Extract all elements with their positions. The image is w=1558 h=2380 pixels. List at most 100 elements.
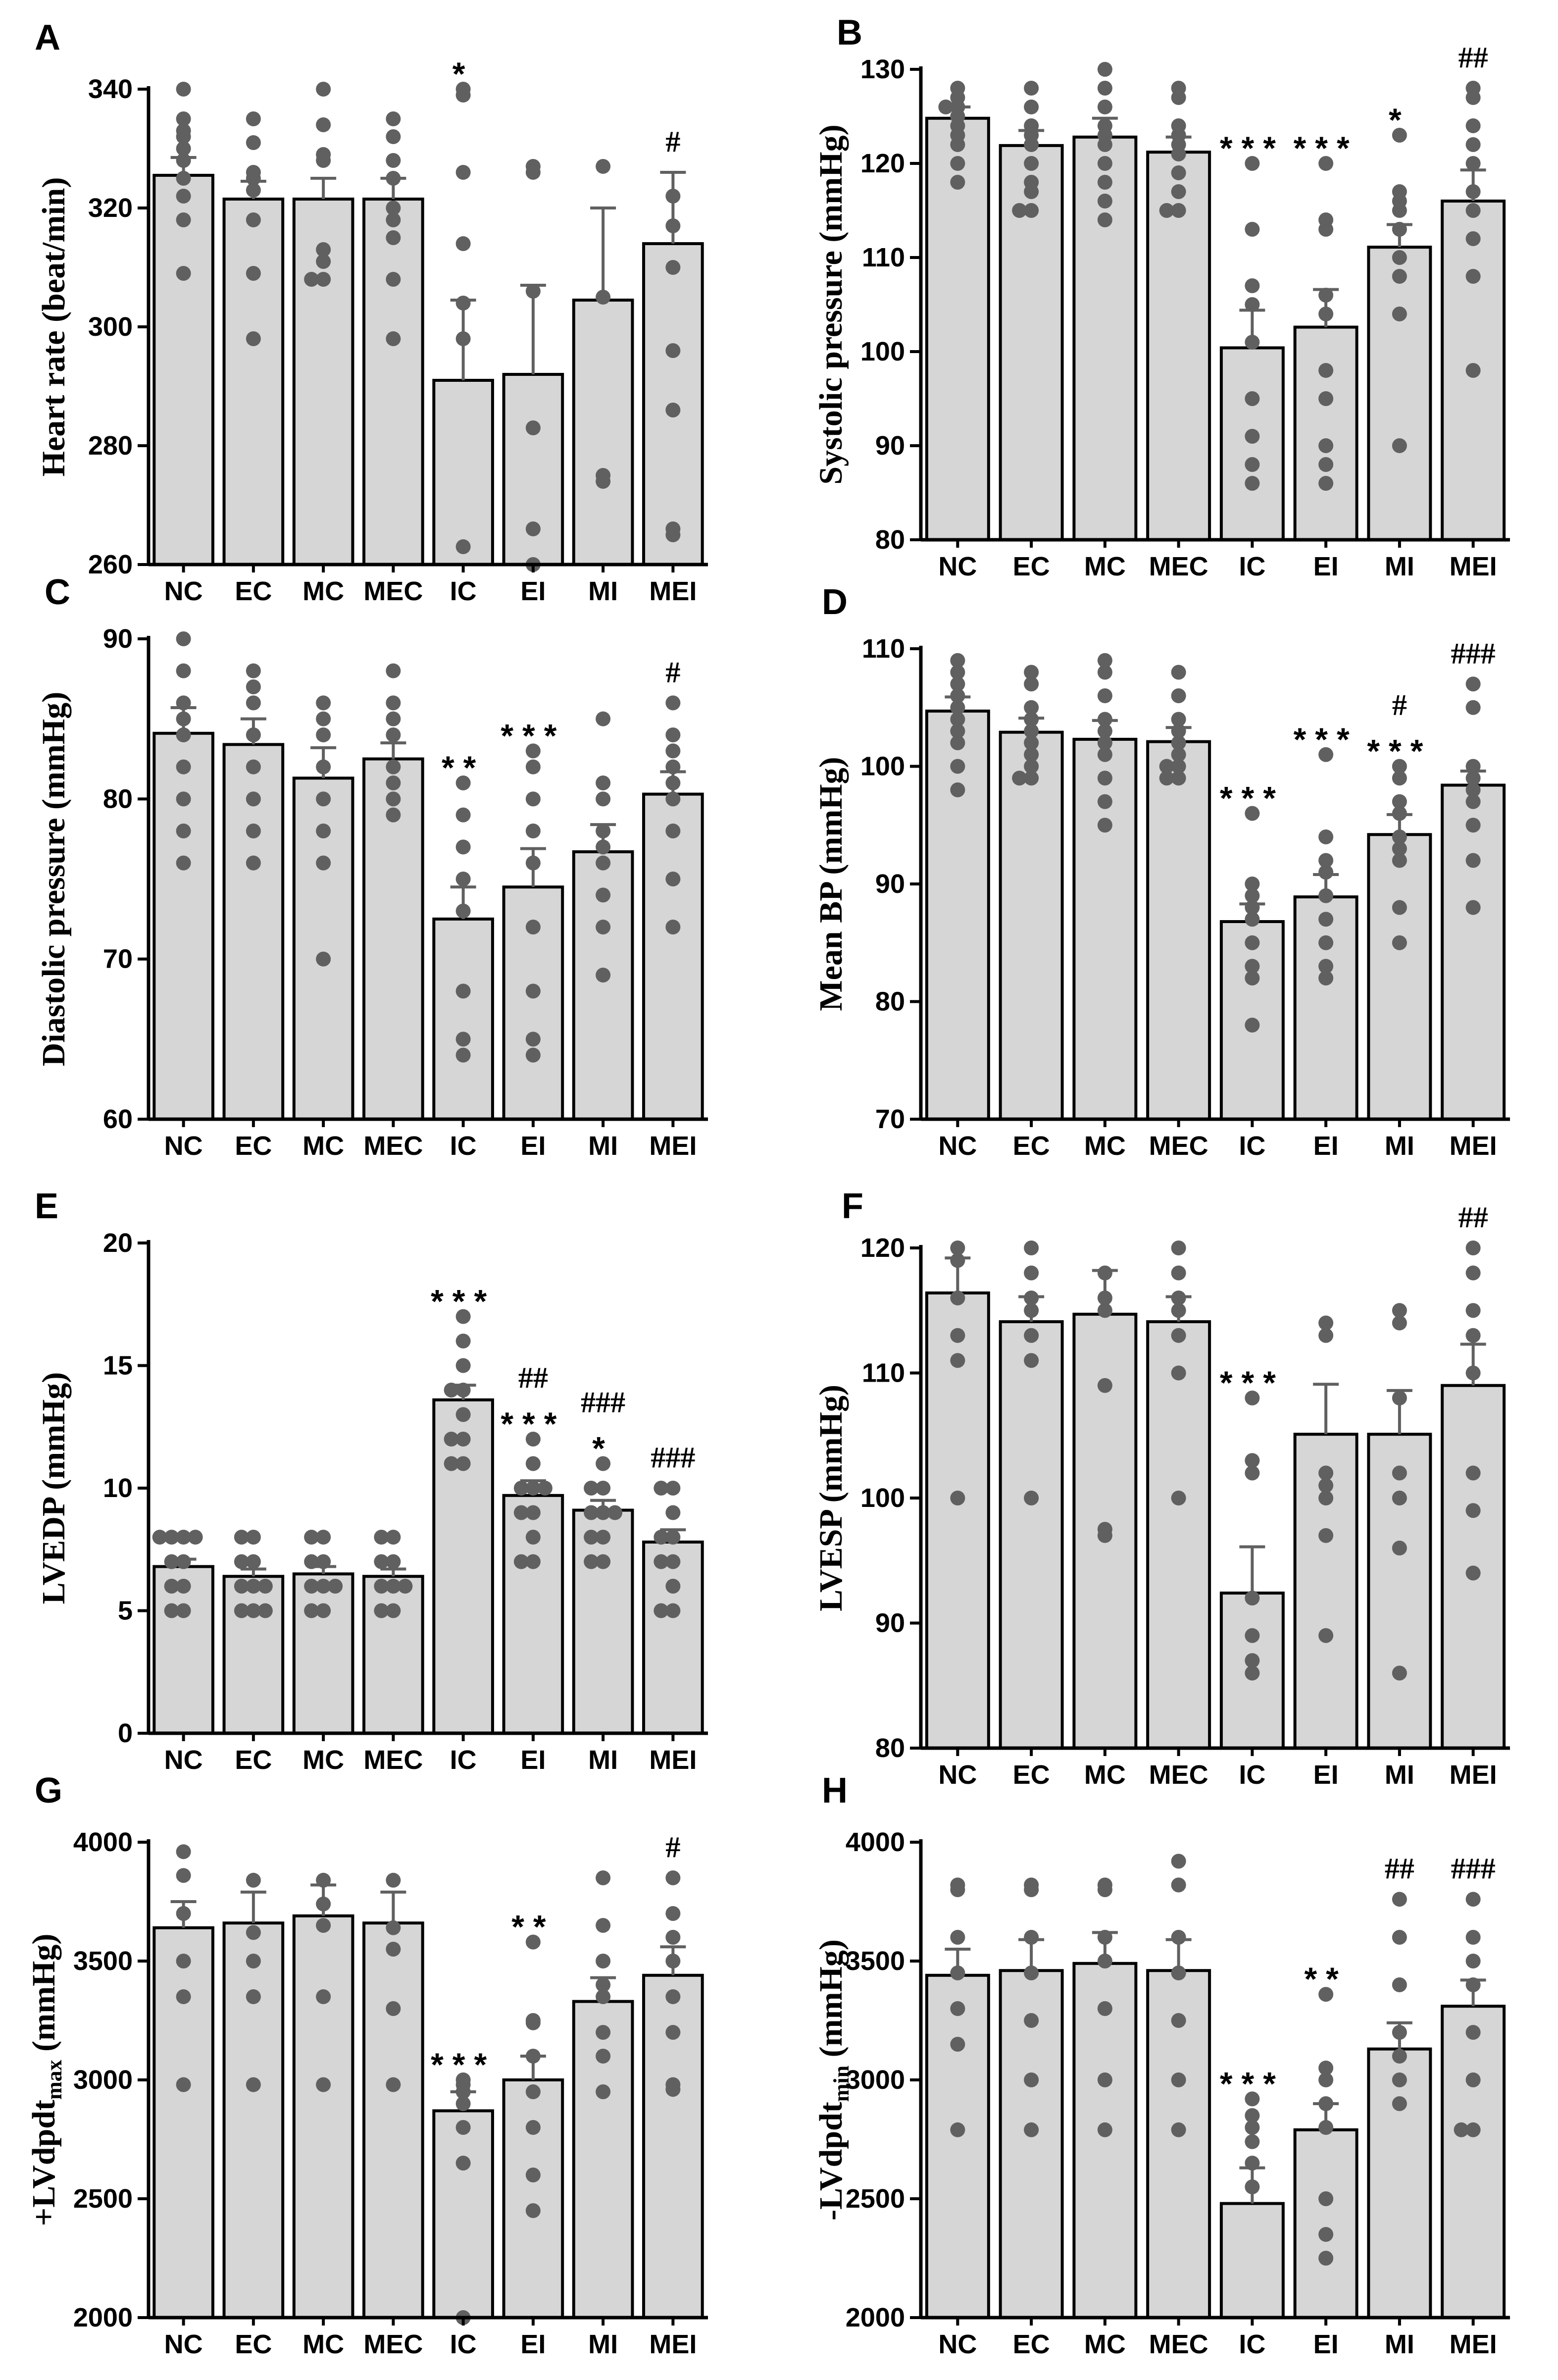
data-point xyxy=(950,2122,965,2137)
data-point xyxy=(455,1309,471,1324)
data-point xyxy=(1318,935,1334,950)
x-tick-label: EC xyxy=(235,576,272,606)
data-point xyxy=(1024,747,1039,762)
data-point xyxy=(234,1530,249,1545)
data-point xyxy=(455,88,471,103)
data-point xyxy=(525,2015,541,2030)
data-point xyxy=(1024,2013,1039,2028)
data-point xyxy=(246,727,261,742)
data-point xyxy=(1465,1977,1481,1992)
bar-mi xyxy=(1367,2047,1432,2320)
data-point xyxy=(525,920,541,934)
data-point xyxy=(316,153,331,168)
data-point xyxy=(176,791,191,807)
data-point xyxy=(257,1579,273,1594)
data-point xyxy=(1171,2122,1186,2137)
data-point xyxy=(304,1554,319,1569)
x-tick-label: NC xyxy=(938,1131,977,1161)
data-point xyxy=(1024,735,1039,750)
y-tick-label: 120 xyxy=(860,1233,905,1263)
data-point xyxy=(316,2077,331,2092)
data-point xyxy=(1171,2072,1186,2087)
significance-marker: * xyxy=(1389,102,1410,138)
data-point xyxy=(665,1505,681,1520)
significance-marker: *** xyxy=(431,2046,496,2083)
significance-marker: * xyxy=(452,55,474,92)
data-point xyxy=(1465,1892,1481,1907)
data-point xyxy=(316,1603,331,1618)
bar-ei xyxy=(1293,895,1358,1121)
data-point xyxy=(1171,688,1186,703)
x-tick-label: EC xyxy=(1013,1760,1050,1790)
data-point xyxy=(1097,100,1112,114)
data-point xyxy=(1318,971,1334,985)
bar-mec xyxy=(1146,1969,1211,2319)
data-point xyxy=(1097,735,1112,750)
y-axis-label: Diastolic pressure (mmHg) xyxy=(36,692,72,1066)
bar-mec xyxy=(1146,740,1211,1121)
data-point xyxy=(584,1554,599,1569)
data-point xyxy=(525,855,541,871)
data-point xyxy=(304,1603,319,1618)
data-point xyxy=(1171,665,1186,680)
data-point xyxy=(596,855,611,871)
x-tick-label: MC xyxy=(302,1131,344,1161)
data-point xyxy=(1097,1528,1112,1543)
x-tick-label: IC xyxy=(1239,552,1265,581)
data-point xyxy=(665,872,681,886)
data-point xyxy=(246,679,261,694)
error-bar-ec xyxy=(240,1890,266,1923)
data-point xyxy=(1465,1365,1481,1381)
y-tick-label: 2000 xyxy=(846,2303,905,2332)
x-tick-label: EC xyxy=(235,1131,272,1161)
data-point xyxy=(1318,912,1334,927)
data-point xyxy=(1024,100,1039,114)
data-point xyxy=(316,1530,331,1545)
data-point xyxy=(386,2077,401,2092)
significance-marker: * xyxy=(592,1430,614,1467)
data-point xyxy=(246,791,261,807)
data-point xyxy=(164,1579,179,1594)
data-point xyxy=(455,1383,471,1397)
data-point xyxy=(246,1954,261,1968)
data-point xyxy=(164,1554,179,1569)
panel-letter: F xyxy=(842,1187,863,1226)
data-point xyxy=(665,695,681,711)
data-point xyxy=(1245,888,1260,903)
data-point xyxy=(596,887,611,903)
data-point xyxy=(596,791,611,807)
data-point xyxy=(1318,156,1334,171)
data-point xyxy=(584,1530,599,1545)
data-point xyxy=(1024,771,1039,786)
significance-marker: *** xyxy=(1220,2065,1285,2102)
data-point xyxy=(950,665,965,680)
data-point xyxy=(176,824,191,838)
error-bar-mec xyxy=(380,741,406,759)
data-point xyxy=(1318,2096,1334,2111)
bar-mec xyxy=(1146,1320,1211,1750)
data-point xyxy=(525,165,541,180)
y-tick-label: 280 xyxy=(88,431,133,461)
data-point xyxy=(1171,165,1186,180)
data-point xyxy=(1012,203,1027,218)
data-point xyxy=(525,521,541,536)
data-point xyxy=(665,1603,681,1618)
data-point xyxy=(950,2037,965,2052)
data-point xyxy=(665,403,681,417)
data-point xyxy=(1465,363,1481,378)
data-point xyxy=(596,824,611,838)
data-point xyxy=(176,82,191,97)
data-point xyxy=(176,727,191,742)
error-bar-mi xyxy=(590,207,616,300)
data-point xyxy=(596,1977,611,1992)
y-tick-label: 320 xyxy=(88,193,133,223)
y-tick-label: 120 xyxy=(860,149,905,178)
data-point xyxy=(176,1844,191,1860)
data-point xyxy=(1465,771,1481,786)
data-point xyxy=(1465,269,1481,284)
data-point xyxy=(386,272,401,287)
data-point xyxy=(1245,1465,1260,1481)
x-tick-label: MC xyxy=(1084,2329,1126,2359)
data-point xyxy=(386,711,401,726)
data-point xyxy=(176,111,191,126)
